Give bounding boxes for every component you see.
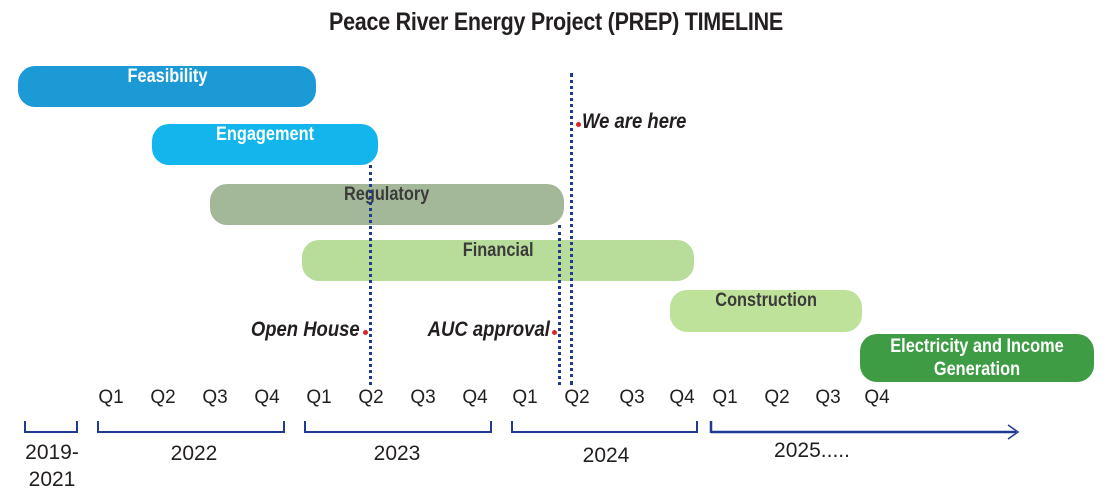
quarter-label: Q4	[669, 387, 695, 408]
phase-bar-regulatory: Regulatory	[210, 184, 564, 225]
quarter-label: Q4	[864, 387, 890, 408]
open-house-label: Open House	[251, 318, 360, 341]
quarter-label: Q3	[619, 387, 645, 408]
auc-approval-label: AUC approval	[427, 318, 550, 341]
auc-approval-line	[558, 225, 561, 385]
year-bracket-2022	[97, 421, 285, 433]
quarter-label: Q1	[306, 387, 332, 408]
phase-label-regulatory: Regulatory	[344, 184, 430, 205]
quarter-label: Q2	[564, 387, 590, 408]
year-label-2023: 2023	[373, 442, 421, 465]
quarter-label: Q4	[462, 387, 488, 408]
quarter-label: Q2	[358, 387, 384, 408]
year-label-2024: 2024	[582, 444, 630, 467]
year-label-2022: 2022	[170, 442, 218, 465]
we-are-here-line	[570, 73, 573, 385]
page-title: Peace River Energy Project (PREP) TIMELI…	[329, 8, 783, 36]
open-house-line	[369, 165, 372, 385]
quarter-label: Q3	[815, 387, 841, 408]
quarter-label: Q1	[98, 387, 124, 408]
phase-bar-construction: Construction	[670, 290, 862, 332]
phase-bar-financial: Financial	[302, 240, 694, 281]
we-are-here-label: We are here	[582, 110, 687, 133]
quarter-label: Q2	[150, 387, 176, 408]
quarter-label: Q3	[202, 387, 228, 408]
auc-approval-dot	[552, 330, 557, 335]
year-bracket-2023	[304, 421, 492, 433]
quarter-label: Q2	[764, 387, 790, 408]
quarter-label: Q3	[410, 387, 436, 408]
open-house-dot	[363, 330, 368, 335]
phase-label-financial: Financial	[462, 240, 534, 261]
quarter-label: Q1	[512, 387, 538, 408]
phase-label-construction: Construction	[715, 290, 817, 311]
phase-bar-feasibility: Feasibility	[18, 66, 316, 107]
year-label-2025: 2025.....	[774, 439, 850, 462]
phase-bar-engagement: Engagement	[152, 124, 378, 165]
phase-label-engagement: Engagement	[215, 124, 315, 145]
year-bracket-2019-2021	[24, 421, 78, 433]
we-are-here-dot	[576, 122, 581, 127]
quarter-label: Q1	[712, 387, 738, 408]
year-label-2019-2021: 2019- 2021	[25, 441, 79, 491]
year-bracket-2024	[511, 421, 698, 433]
quarter-label: Q4	[254, 387, 280, 408]
phase-bar-electricity: Electricity and Income Generation	[860, 334, 1094, 382]
phase-label-feasibility: Feasibility	[127, 66, 207, 87]
phase-label-electricity: Electricity and Income Generation	[890, 336, 1064, 380]
